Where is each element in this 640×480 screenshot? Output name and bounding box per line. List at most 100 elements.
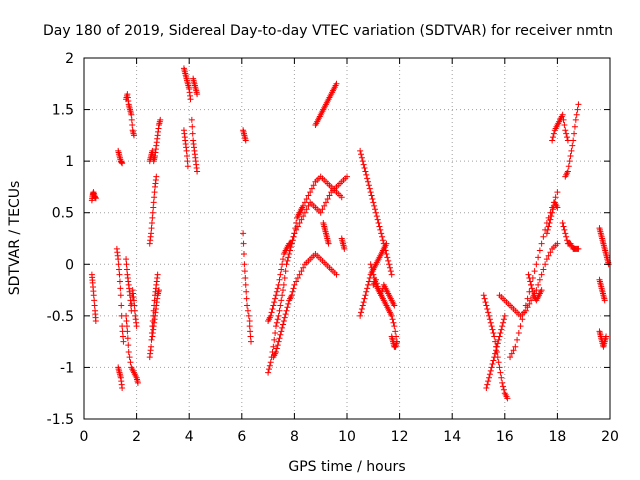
data-point-a [92,195,99,202]
data-point-t-interp [279,292,286,299]
data-point-af-interp [481,295,488,302]
data-point-ag [496,333,503,340]
data-point-ab-interp [358,305,365,312]
data-point-ai-interp [535,254,542,261]
data-point-am-interp [561,226,568,233]
data-point-t [278,297,285,304]
x-tick-label: 2 [132,429,141,445]
data-point-aa [362,168,369,175]
data-point-ai-interp [552,194,559,201]
data-point-aa-interp [379,233,386,240]
y-tick-label: -1 [60,360,74,376]
data-point-al-interp [568,147,575,154]
data-point-p-interp [189,130,196,137]
data-point-ad [391,302,398,309]
data-point-an [549,209,556,216]
data-point-aa-interp [358,151,365,158]
x-tick-label: 16 [496,429,514,445]
data-point-u-interp [293,226,300,233]
data-point-d [116,271,123,278]
data-point-an [546,220,553,227]
data-point-g [130,297,137,304]
data-point-t-interp [276,307,283,314]
data-point-t-interp [282,268,289,275]
data-point-u [288,240,295,247]
data-point-ak-interp [550,130,557,137]
data-point-ag-interp [487,367,494,374]
data-point-af-interp [482,299,489,306]
data-point-u-interp [319,206,326,213]
data-point-t-interp [266,362,273,369]
data-point-aa-interp [358,154,365,161]
data-point-v [288,292,295,299]
data-point-af [504,395,511,402]
y-tick-label: 1 [65,154,74,170]
data-point-aa-interp [372,206,379,213]
data-point-u-interp [273,288,280,295]
data-point-ag-interp [484,381,491,388]
data-point-aa-interp [385,257,392,264]
data-point-u-interp [271,299,278,306]
data-point-u [296,220,303,227]
data-point-ad-interp [373,280,380,287]
data-point-ab [365,281,372,288]
data-point-v-interp [284,304,291,311]
data-point-ag [499,323,506,330]
data-point-aa-interp [368,192,375,199]
data-point-v [280,318,287,325]
data-point-u-interp [326,192,333,199]
data-point-al [572,116,579,123]
data-point-z [341,245,348,252]
data-point-ag [491,354,498,361]
data-point-al-interp [566,158,573,165]
data-point-aj-interp [529,288,536,295]
data-point-t [286,250,293,257]
data-point-am-interp [560,223,567,230]
data-point-aj [525,271,532,278]
data-point-aj-interp [526,275,533,282]
data-point-w-interp [308,185,315,192]
data-point-af-interp [487,319,494,326]
data-point-ai-interp [531,268,538,275]
data-point-an-interp [547,216,554,223]
data-point-u-interp [272,295,279,302]
data-point-aa [365,178,372,185]
x-tick-label: 4 [185,429,194,445]
data-point-i [157,116,164,123]
data-point-v [296,271,303,278]
data-point-f [130,132,137,139]
data-point-u-interp [279,261,286,268]
data-point-aa [367,189,374,196]
data-point-ab [357,312,364,319]
data-point-aa-interp [377,226,384,233]
data-point-al-interp [565,163,572,170]
data-point-u [275,281,282,288]
data-point-u-interp [321,202,328,209]
data-point-g [133,323,140,330]
data-point-u-interp [303,206,310,213]
data-point-ab-interp [358,309,365,316]
data-point-aa-interp [387,268,394,275]
data-point-ai-interp [508,350,515,357]
data-point-s [248,338,255,345]
data-point-aa-interp [373,213,380,220]
data-point-u [270,302,277,309]
data-point-f-interp [129,122,136,129]
data-point-af [491,333,498,340]
data-point-u [272,292,279,299]
data-point-r [240,230,247,237]
data-point-j-interp [149,209,156,216]
data-point-ah [538,271,545,278]
data-point-u [322,199,329,206]
data-point-n [183,147,190,154]
data-point-d-interp [116,266,123,273]
data-point-t [272,323,279,330]
data-point-h-interp [126,354,133,361]
data-point-y [325,240,332,247]
chart-title: Day 180 of 2019, Sidereal Day-to-day VTE… [43,23,613,39]
data-point-s [246,323,253,330]
data-point-v-interp [277,331,284,338]
data-point-v-interp [298,268,305,275]
data-point-ac-interp [392,328,399,335]
data-point-ai [512,343,519,350]
